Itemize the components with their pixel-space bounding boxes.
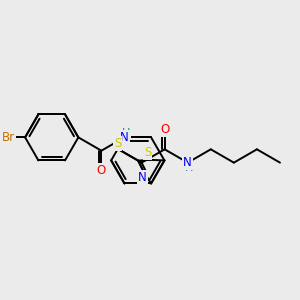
Text: N: N: [120, 131, 129, 144]
Text: H: H: [185, 164, 193, 173]
Text: O: O: [160, 123, 169, 136]
Text: Br: Br: [2, 131, 15, 144]
Text: H: H: [122, 128, 130, 138]
Text: N: N: [183, 156, 192, 169]
Text: O: O: [97, 164, 106, 177]
Text: S: S: [114, 137, 121, 150]
Text: S: S: [144, 146, 152, 159]
Text: N: N: [138, 171, 147, 184]
